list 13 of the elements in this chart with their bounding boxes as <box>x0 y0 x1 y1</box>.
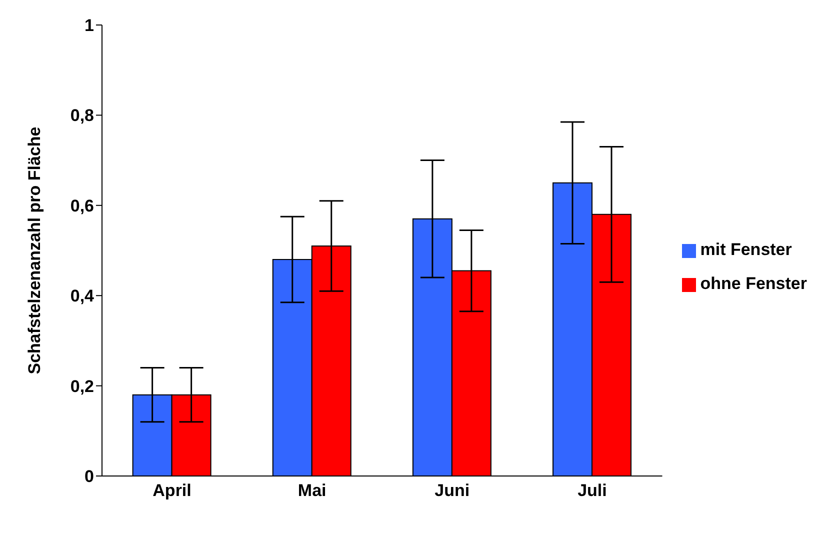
x-tick-label: Juni <box>434 481 470 500</box>
y-tick-label: 0,8 <box>70 106 94 126</box>
y-tick-label: 0,6 <box>70 196 94 216</box>
y-tick-label: 0,2 <box>70 376 94 396</box>
x-tick-label: Juli <box>578 481 607 500</box>
y-tick-label: 1 <box>84 16 94 36</box>
x-tick-label: Mai <box>298 481 326 500</box>
x-tick-label: April <box>152 481 192 500</box>
y-tick-label: 0 <box>84 467 94 486</box>
legend-label: ohne Fenster <box>700 274 807 293</box>
y-tick-label: 0,4 <box>70 286 95 306</box>
y-axis-title: Schafstelzenanzahl pro Fläche <box>25 126 44 374</box>
legend-label: mit Fenster <box>700 240 792 259</box>
